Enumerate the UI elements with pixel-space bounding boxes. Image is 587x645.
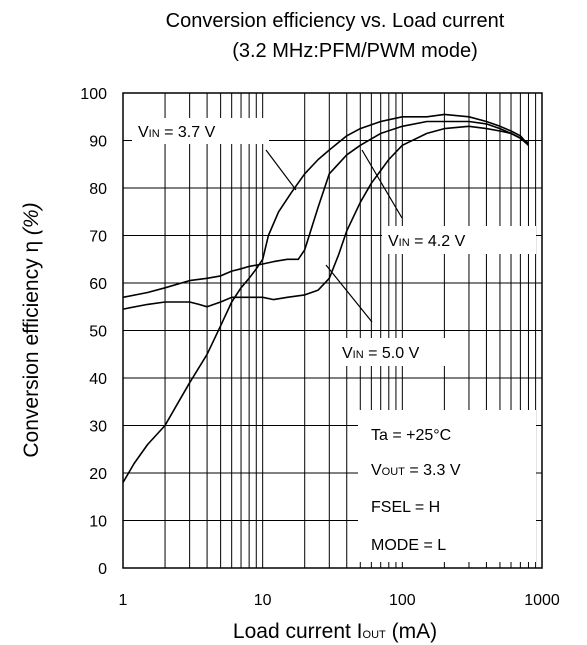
condition-text: Ta = +25°C xyxy=(371,427,451,444)
y-axis-label: Conversion efficiency η (%) xyxy=(20,202,43,457)
conditions-bg xyxy=(358,410,536,562)
condition-text: MODE = L xyxy=(371,537,446,554)
y-tick-label: 60 xyxy=(89,276,107,293)
series-line-3 xyxy=(122,125,530,310)
y-tick-label: 90 xyxy=(89,134,107,151)
series-lines xyxy=(122,113,530,483)
conditions-box: Ta = +25°C VOUT = 3.3 V FSEL = H MODE = L xyxy=(358,410,536,562)
y-tick-label: 40 xyxy=(89,371,107,388)
y-tick-label: 80 xyxy=(89,181,107,198)
series-label: VIN = 3.7 V xyxy=(138,124,216,141)
x-tick-label: 1000 xyxy=(524,592,560,609)
chart-title-line1: Conversion efficiency vs. Load current xyxy=(166,10,505,32)
series-label-leader xyxy=(265,149,297,191)
condition-text: FSEL = H xyxy=(371,499,440,516)
series-label: VIN = 5.0 V xyxy=(342,345,420,362)
y-tick-label: 100 xyxy=(80,86,107,103)
y-tick-label: 0 xyxy=(98,561,107,578)
plot-frame xyxy=(122,92,543,569)
series-label: VIN = 4.2 V xyxy=(388,233,466,250)
condition-text: VOUT = 3.3 V xyxy=(371,462,461,479)
chart-title-line2: (3.2 MHz:PFM/PWM mode) xyxy=(232,40,478,62)
y-axis-ticks: 0 10 20 30 40 50 60 70 80 90 100 xyxy=(80,86,107,578)
x-tick-label: 100 xyxy=(389,592,416,609)
series-line-1 xyxy=(122,113,530,483)
y-tick-label: 70 xyxy=(89,229,107,246)
series-label-bg xyxy=(336,338,460,366)
x-tick-label: 1 xyxy=(119,592,128,609)
series-label-bg xyxy=(382,226,536,254)
series-label-bg xyxy=(132,118,269,144)
y-tick-label: 50 xyxy=(89,324,107,341)
series-annotations: VIN = 3.7 V VIN = 4.2 V VIN = 5.0 V xyxy=(132,118,536,366)
y-tick-label: 30 xyxy=(89,419,107,436)
y-tick-label: 20 xyxy=(89,466,107,483)
x-axis-ticks: 1 10 100 1000 xyxy=(119,592,560,609)
y-tick-label: 10 xyxy=(89,514,107,531)
x-tick-label: 10 xyxy=(254,592,272,609)
series-label-leader xyxy=(325,264,373,323)
series-line-2 xyxy=(122,120,529,299)
x-axis-label: Load current IOUT (mA) xyxy=(233,620,437,643)
series-label-leader xyxy=(361,149,403,219)
